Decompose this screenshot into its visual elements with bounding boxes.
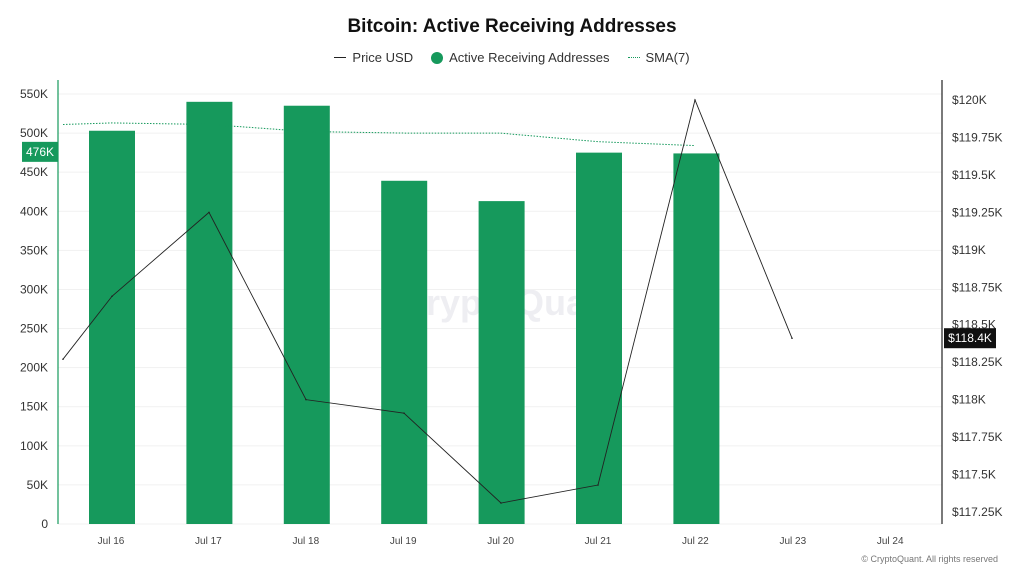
right-tick-label-0: $117.25K bbox=[952, 505, 1003, 519]
x-tick-label-1: Jul 17 bbox=[195, 536, 222, 547]
price-point-4 bbox=[403, 412, 405, 414]
right-tick-label-4: $118.25K bbox=[952, 355, 1003, 369]
sma-dotted-swatch bbox=[627, 57, 640, 58]
right-tick-label-1: $117.5K bbox=[952, 468, 996, 482]
bar-jul-21 bbox=[576, 152, 622, 525]
price-line-swatch bbox=[334, 57, 347, 58]
left-tick-label-7: 350K bbox=[20, 243, 48, 257]
current-right-label: $118.4K bbox=[948, 331, 992, 345]
price-point-6 bbox=[597, 484, 599, 486]
left-tick-label-5: 250K bbox=[20, 322, 48, 336]
left-tick-label-1: 50K bbox=[27, 478, 48, 492]
left-tick-label-8: 400K bbox=[20, 204, 48, 218]
price-point-7 bbox=[694, 99, 696, 101]
bar-jul-16 bbox=[89, 130, 135, 524]
right-tick-label-3: $118K bbox=[952, 393, 986, 407]
right-tick-label-7: $119K bbox=[952, 243, 986, 257]
left-tick-label-6: 300K bbox=[20, 282, 48, 296]
bar-jul-22 bbox=[673, 153, 720, 524]
price-point-2 bbox=[208, 211, 210, 214]
copyright-notice: © CryptoQuant. All rights reserved bbox=[861, 554, 998, 564]
sma-line bbox=[62, 122, 696, 147]
right-tick-label-11: $120K bbox=[952, 93, 987, 107]
legend: Price USD Active Receiving Addresses SMA… bbox=[0, 50, 1024, 65]
addresses-dot-swatch bbox=[431, 51, 444, 64]
bar-jul-17 bbox=[186, 101, 233, 525]
x-tick-label-7: Jul 23 bbox=[779, 536, 806, 547]
price-point-5 bbox=[500, 502, 502, 504]
price-point-0 bbox=[62, 358, 64, 360]
legend-label-addresses: Active Receiving Addresses bbox=[449, 50, 610, 65]
current-left-label: 476K bbox=[26, 145, 54, 159]
legend-item-sma[interactable]: SMA(7) bbox=[627, 50, 690, 65]
x-tick-label-4: Jul 20 bbox=[487, 536, 514, 547]
legend-label-sma: SMA(7) bbox=[645, 50, 690, 65]
right-tick-label-10: $119.75K bbox=[952, 130, 1003, 144]
right-tick-label-8: $119.25K bbox=[952, 205, 1003, 219]
price-point-3 bbox=[305, 398, 307, 401]
legend-item-addresses[interactable]: Active Receiving Addresses bbox=[431, 50, 610, 65]
price-point-8 bbox=[791, 337, 793, 340]
right-tick-label-6: $118.75K bbox=[952, 280, 1003, 294]
left-tick-label-11: 550K bbox=[20, 87, 48, 101]
x-tick-label-6: Jul 22 bbox=[682, 536, 709, 547]
x-tick-label-5: Jul 21 bbox=[585, 536, 612, 547]
price-point-1 bbox=[111, 295, 113, 298]
left-tick-label-9: 450K bbox=[20, 165, 48, 179]
x-tick-label-0: Jul 16 bbox=[98, 536, 125, 547]
bar-jul-18 bbox=[283, 105, 330, 525]
left-tick-label-10: 500K bbox=[20, 126, 48, 140]
chart-title: Bitcoin: Active Receiving Addresses bbox=[347, 16, 677, 37]
x-tick-label-8: Jul 24 bbox=[877, 536, 904, 547]
left-tick-label-0: 0 bbox=[41, 517, 48, 531]
left-tick-label-4: 200K bbox=[20, 361, 48, 375]
bar-jul-20 bbox=[478, 201, 525, 525]
left-tick-label-3: 150K bbox=[20, 400, 48, 414]
left-tick-label-2: 100K bbox=[20, 439, 48, 453]
x-tick-label-2: Jul 18 bbox=[292, 536, 319, 547]
current-left-label-bg bbox=[22, 141, 58, 162]
current-right-label-bg bbox=[944, 328, 996, 349]
legend-label-price: Price USD bbox=[352, 50, 414, 65]
bar-jul-19 bbox=[381, 180, 428, 525]
right-tick-label-9: $119.5K bbox=[952, 168, 996, 182]
x-tick-label-3: Jul 19 bbox=[390, 536, 417, 547]
legend-item-price[interactable]: Price USD bbox=[334, 50, 413, 65]
right-tick-label-2: $117.75K bbox=[952, 430, 1003, 444]
